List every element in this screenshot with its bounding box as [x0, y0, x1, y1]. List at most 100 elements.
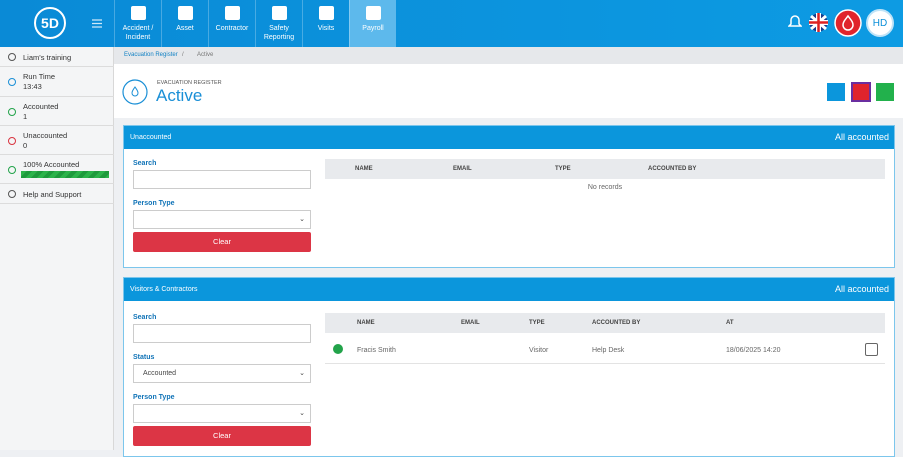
panel-title: Unaccounted — [130, 134, 172, 141]
table-cell: 18/06/2025 14:20 — [726, 347, 781, 354]
nav-label: Visits — [317, 25, 335, 32]
sidebar-label: Accounted — [23, 102, 59, 111]
confirm-button[interactable] — [876, 83, 894, 101]
breadcrumb: Evacuation Register / Active — [114, 47, 903, 64]
column-header: TYPE — [529, 320, 545, 326]
table-header — [325, 159, 885, 179]
filter-label: Person Type — [133, 394, 175, 401]
print-button[interactable] — [851, 82, 871, 102]
select[interactable]: Accounted ⌄ — [133, 364, 311, 383]
panel-status: All accounted — [834, 284, 889, 294]
sidebar: Liam's training Run Time 13:43 Accounted 1 Un… — [0, 47, 114, 450]
filter-label: Search — [133, 314, 157, 321]
row-checkbox[interactable] — [865, 343, 878, 356]
panel-header: Visitors & Contractors All accounted — [124, 278, 894, 301]
select-arrow: ⌄ — [299, 410, 305, 417]
sidebar-icon — [8, 53, 16, 61]
sidebar-item[interactable]: Help and Support — [0, 184, 114, 204]
logo-text: 5D — [41, 15, 59, 31]
filter-label: Person Type — [133, 200, 175, 207]
column-header: EMAIL — [461, 320, 480, 326]
table-header — [325, 313, 885, 333]
bell-icon[interactable] — [788, 14, 802, 30]
table-row — [325, 336, 885, 364]
breadcrumb-link[interactable]: Evacuation Register — [124, 52, 178, 58]
column-header: TYPE — [555, 166, 571, 172]
sidebar-item[interactable]: Run Time 13:43 — [0, 67, 114, 97]
column-header: AT — [726, 320, 734, 326]
clear-button[interactable]: Clear — [133, 426, 311, 446]
sidebar-label: Liam's training — [23, 53, 72, 62]
column-header: EMAIL — [453, 166, 472, 172]
filter-label: Search — [133, 160, 157, 167]
column-header: ACCOUNTED BY — [648, 166, 697, 172]
column-header: ACCOUNTED BY — [592, 320, 641, 326]
progress-bar — [21, 171, 109, 178]
column-header: NAME — [355, 166, 373, 172]
empty-message: No records — [587, 184, 623, 191]
nav-item[interactable]: Payroll — [349, 0, 396, 47]
logo[interactable] — [33, 6, 67, 40]
sidebar-label: Unaccounted — [23, 131, 68, 140]
top-nav: 5D HD Accident / Incident Asset Contractor… — [0, 0, 903, 47]
nav-label: Contractor — [215, 25, 249, 32]
nav-item[interactable]: Asset — [161, 0, 208, 47]
sidebar-label: Help and Support — [23, 190, 82, 199]
select[interactable]: ⌄ — [133, 210, 311, 229]
panel-header: Unaccounted All accounted — [124, 126, 894, 149]
language-flag[interactable] — [809, 13, 828, 32]
filter-label: Status — [133, 354, 155, 361]
nav-icon — [272, 6, 287, 20]
column-header: NAME — [357, 320, 375, 326]
sidebar-label: 100% Accounted — [23, 160, 80, 169]
nav-item[interactable]: Accident / Incident — [114, 0, 161, 47]
row-status-icon — [333, 344, 343, 354]
select-arrow: ⌄ — [299, 370, 305, 377]
table-cell: Help Desk — [592, 347, 625, 354]
nav-icon — [225, 6, 240, 20]
alert-button[interactable] — [834, 9, 862, 37]
back-button[interactable] — [827, 83, 845, 101]
sidebar-value: 1 — [23, 112, 28, 121]
panel: Unaccounted All accounted Search Person Typ… — [123, 125, 895, 268]
nav-icon — [178, 6, 193, 20]
header-subtitle: EVACUATION REGISTER — [157, 80, 222, 86]
nav-label: Asset — [176, 25, 194, 32]
nav-item[interactable]: Contractor — [208, 0, 255, 47]
header-icon — [122, 79, 148, 105]
sidebar-item[interactable]: Liam's training — [0, 47, 114, 67]
nav-icon — [366, 6, 381, 20]
text-input[interactable] — [133, 324, 311, 343]
nav-icon — [319, 6, 334, 20]
nav-item[interactable]: Safety Reporting — [255, 0, 302, 47]
sidebar-icon — [8, 78, 16, 86]
header-title: Active — [156, 86, 203, 105]
select-value: Accounted — [143, 370, 177, 377]
clear-button[interactable]: Clear — [133, 232, 311, 252]
sidebar-icon — [8, 190, 16, 198]
nav-label: Safety Reporting — [263, 25, 295, 41]
avatar[interactable]: HD — [866, 9, 894, 37]
sidebar-label: Run Time — [23, 72, 56, 81]
nav-label: Accident / Incident — [122, 25, 154, 41]
select-arrow: ⌄ — [299, 216, 305, 223]
menu-icon[interactable] — [92, 19, 102, 28]
sidebar-icon — [8, 165, 16, 174]
table-cell: Visitor — [529, 347, 549, 354]
panel-title: Visitors & Contractors — [130, 286, 198, 293]
table-cell: Fracis Smith — [357, 347, 396, 354]
sidebar-icon — [8, 136, 16, 145]
panel-status: All accounted — [834, 132, 889, 142]
panel: Visitors & Contractors All accounted Searc… — [123, 277, 895, 457]
nav-icon — [131, 6, 146, 20]
nav-item[interactable]: Visits — [302, 0, 349, 47]
sidebar-item[interactable]: 100% Accounted — [0, 155, 114, 184]
breadcrumb-current: Active — [197, 52, 214, 58]
sidebar-item[interactable]: Unaccounted 0 — [0, 126, 114, 155]
sidebar-value: 13:43 — [23, 82, 42, 91]
text-input[interactable] — [133, 170, 311, 189]
select[interactable]: ⌄ — [133, 404, 311, 423]
sidebar-item[interactable]: Accounted 1 — [0, 97, 114, 126]
breadcrumb-separator: / — [182, 52, 184, 58]
